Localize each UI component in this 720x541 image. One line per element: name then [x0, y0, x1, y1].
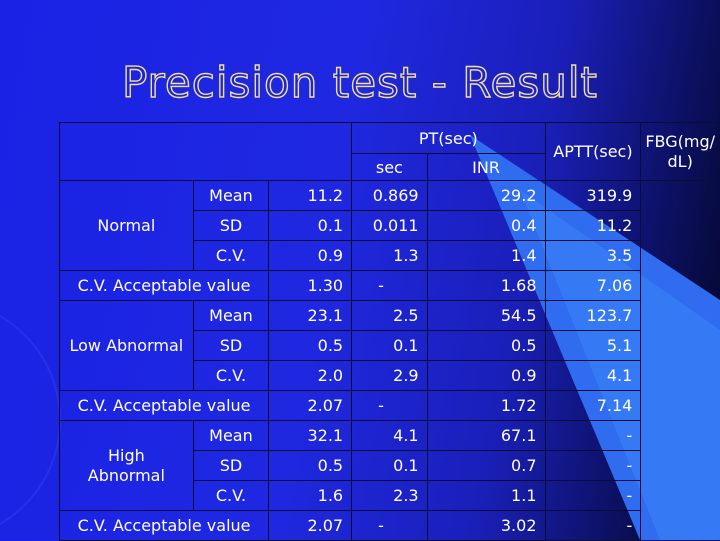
- pt-header: PT(sec): [351, 122, 546, 154]
- aptt-value: 0.5: [426, 330, 546, 361]
- fbg-header-line1: FBG(mg/: [645, 131, 715, 151]
- aptt-value: 1.4: [426, 240, 546, 271]
- acceptable-row: C.V. Acceptable value 2.07-3.02-: [58, 510, 720, 541]
- inr-value: 4.1: [351, 420, 428, 451]
- stat-label: C.V.: [192, 360, 270, 391]
- pt-sec-acceptable: 1.30: [268, 270, 353, 301]
- inr-acceptable: -: [351, 510, 428, 541]
- aptt-acceptable: 3.02: [426, 510, 546, 541]
- inr-value: 0.869: [351, 180, 428, 211]
- subheader-row: sec INR: [60, 153, 720, 181]
- stat-label: C.V.: [192, 480, 270, 511]
- group-label: High Abnormal: [59, 420, 194, 511]
- inr-value: 2.5: [351, 300, 428, 331]
- fbg-acceptable: 7.06: [544, 270, 642, 301]
- sec-header: sec: [351, 153, 428, 181]
- acceptable-label: C.V. Acceptable value: [58, 510, 270, 541]
- pt-sec-value: 11.2: [268, 180, 353, 211]
- pt-sec-value: 0.5: [268, 450, 353, 481]
- inr-header: INR: [426, 153, 546, 181]
- fbg-value: -: [544, 420, 642, 451]
- group-label-line1: High: [107, 445, 145, 465]
- pt-sec-acceptable: 2.07: [268, 510, 353, 541]
- fbg-value: -: [544, 450, 642, 481]
- pt-sec-value: 0.1: [268, 210, 353, 241]
- stat-label: Mean: [192, 300, 270, 331]
- aptt-value: 1.1: [426, 480, 546, 511]
- inr-value: 0.1: [351, 330, 428, 361]
- pt-sec-acceptable: 2.07: [268, 390, 353, 421]
- inr-acceptable: -: [351, 270, 428, 301]
- aptt-value: 0.7: [426, 450, 546, 481]
- stat-label: SD: [192, 210, 270, 241]
- group-label-line2: Abnormal: [87, 465, 165, 485]
- fbg-value: 5.1: [544, 330, 642, 361]
- acceptable-row: C.V. Acceptable value 1.30-1.68 7.06: [58, 270, 720, 301]
- table-row: High Abnormal Mean 32.1 4.1 67.1-: [59, 420, 720, 511]
- fbg-value: 3.5: [544, 240, 642, 271]
- aptt-acceptable: 1.68: [426, 270, 546, 301]
- acceptable-label: C.V. Acceptable value: [58, 390, 270, 421]
- stat-label: Mean: [192, 180, 270, 211]
- table-row: SD 0.5 0.1 0.5 5.1: [60, 330, 720, 361]
- group-label: Normal: [59, 180, 194, 271]
- table-row: C.V. 1.6 2.3 1.1-: [60, 480, 720, 511]
- group-label: Low Abnormal: [59, 300, 194, 391]
- inr-value: 1.3: [351, 240, 428, 271]
- pt-sec-value: 2.0: [268, 360, 353, 391]
- acceptable-row: C.V. Acceptable value 2.07-1.72 7.14: [58, 390, 720, 421]
- pt-sec-value: 32.1: [268, 420, 353, 451]
- fbg-header-line2: dL): [667, 151, 693, 171]
- aptt-value: 67.1: [426, 420, 546, 451]
- acceptable-label: C.V. Acceptable value: [58, 270, 270, 301]
- table-row: Low Abnormal Mean 23.1 2.5 54.5 123.7: [59, 300, 720, 391]
- stat-label: SD: [192, 330, 270, 361]
- stat-label: C.V.: [192, 240, 270, 271]
- pt-sec-value: 0.5: [268, 330, 353, 361]
- aptt-value: 29.2: [426, 180, 546, 211]
- inr-value: 0.011: [351, 210, 428, 241]
- fbg-value: 123.7: [544, 300, 642, 331]
- fbg-value: 4.1: [544, 360, 642, 391]
- table-row: Normal Mean 11.2 0.869 29.2 319.9: [59, 180, 720, 271]
- stat-label: Mean: [192, 420, 270, 451]
- stat-label: SD: [192, 450, 270, 481]
- pt-sec-value: 1.6: [268, 480, 353, 511]
- aptt-header: APTT(sec): [544, 122, 642, 181]
- aptt-value: 0.9: [426, 360, 546, 391]
- fbg-value: 11.2: [544, 210, 642, 241]
- header-row: PT(sec) APTT(sec) FBG(mg/ dL): [58, 122, 720, 181]
- fbg-acceptable: 7.14: [544, 390, 642, 421]
- decorative-circle: [0, 314, 61, 526]
- fbg-acceptable: -: [544, 510, 642, 541]
- inr-acceptable: -: [351, 390, 428, 421]
- aptt-value: 54.5: [426, 300, 546, 331]
- corner-cell: [58, 122, 353, 181]
- aptt-acceptable: 1.72: [426, 390, 546, 421]
- inr-value: 2.3: [351, 480, 428, 511]
- inr-value: 0.1: [351, 450, 428, 481]
- pt-sec-value: 0.9: [268, 240, 353, 271]
- fbg-value: -: [544, 480, 642, 511]
- fbg-value: 319.9: [544, 180, 642, 211]
- fbg-header: FBG(mg/ dL): [640, 122, 720, 181]
- table-row: SD 0.1 0.011 0.4 11.2: [60, 210, 720, 241]
- group-label-line1: Low Abnormal: [69, 335, 184, 355]
- inr-value: 2.9: [351, 360, 428, 391]
- group-label-line1: Normal: [97, 215, 156, 235]
- table-row: SD 0.5 0.1 0.7-: [60, 450, 720, 481]
- aptt-value: 0.4: [426, 210, 546, 241]
- page-title: Precision test - Result: [121, 57, 599, 107]
- table-row: C.V. 0.9 1.3 1.4 3.5: [60, 240, 720, 271]
- precision-table: PT(sec) APTT(sec) FBG(mg/ dL) sec INR No…: [58, 122, 720, 541]
- pt-sec-value: 23.1: [268, 300, 353, 331]
